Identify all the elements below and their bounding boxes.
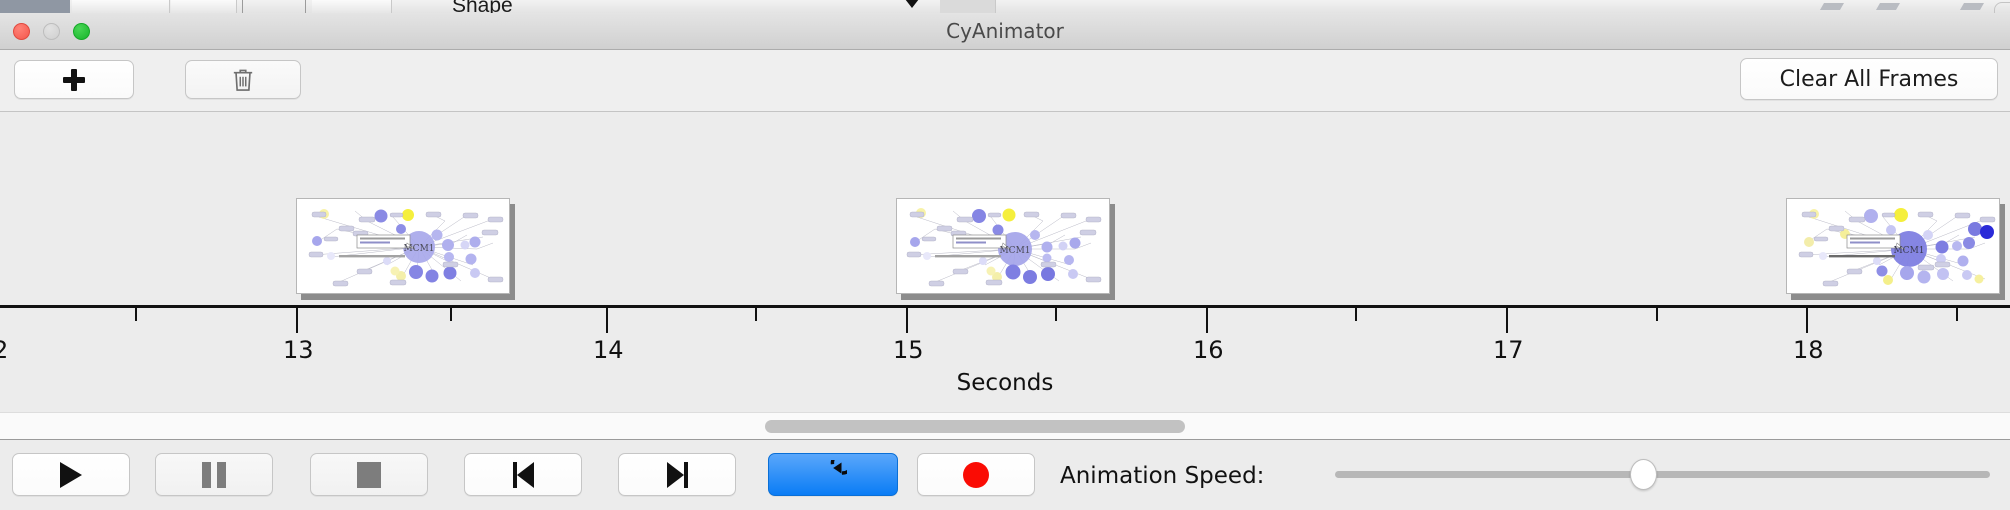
timeline-major-tick: [1206, 308, 1208, 333]
timeline-tick-label: 16: [1193, 336, 1224, 364]
network-thumbnail: MCM1: [296, 198, 510, 294]
timeline-tick-label: 2: [0, 336, 9, 364]
timeline-frame-thumbnail[interactable]: MCM1: [296, 198, 515, 300]
minimize-button[interactable]: [43, 23, 60, 40]
background-cell: [940, 0, 996, 13]
record-button[interactable]: [917, 453, 1035, 496]
timeline-minor-tick: [1055, 308, 1057, 321]
skip-to-start-button[interactable]: [464, 453, 582, 496]
timeline-major-tick: [606, 308, 608, 333]
slider-thumb[interactable]: [1630, 459, 1657, 490]
timeline-tick-label: 17: [1493, 336, 1524, 364]
background-arrow-icon: [1875, 3, 1901, 10]
timeline-axis-title: Seconds: [956, 370, 1054, 396]
animation-speed-slider[interactable]: [1335, 453, 1990, 496]
background-rounded-panel: [1994, 2, 2010, 13]
animation-speed-label: Animation Speed:: [1060, 463, 1265, 489]
maximize-button[interactable]: [73, 23, 90, 40]
timeline-minor-tick: [135, 308, 137, 321]
loop-toggle-button[interactable]: [768, 453, 898, 496]
network-thumbnail: MCM1: [896, 198, 1110, 294]
play-button[interactable]: [12, 453, 130, 496]
close-button[interactable]: [13, 23, 30, 40]
timeline-tick-label: 14: [593, 336, 624, 364]
playback-toolbar: Animation Speed:: [0, 441, 2010, 510]
timeline-minor-tick: [1656, 308, 1658, 321]
stop-button[interactable]: [310, 453, 428, 496]
timeline-frame-thumbnail[interactable]: MCM1: [1786, 198, 2005, 300]
skip-forward-icon: [666, 461, 688, 488]
timeline-tick-label: 18: [1793, 336, 1824, 364]
background-arrow-icon: [1819, 3, 1845, 10]
background-cell: [171, 0, 237, 13]
timeline-minor-tick: [450, 308, 452, 321]
clear-all-frames-label: Clear All Frames: [1779, 66, 1959, 92]
toolbar: Clear All Frames: [0, 50, 2010, 112]
timeline-major-tick: [1806, 308, 1808, 333]
background-shape-label: Shape: [452, 0, 513, 13]
background-caret-icon: [905, 0, 919, 8]
add-frame-button[interactable]: [14, 60, 134, 99]
skip-back-icon: [512, 461, 534, 488]
pause-button[interactable]: [155, 453, 273, 496]
delete-frame-button[interactable]: [185, 60, 301, 99]
background-selected-cell: [0, 0, 70, 13]
timeline-minor-tick: [1355, 308, 1357, 321]
scrollbar-thumb[interactable]: [765, 420, 1185, 433]
timeline-frame-thumbnail[interactable]: MCM1: [896, 198, 1115, 300]
play-icon: [60, 461, 82, 488]
svg-text:MCM1: MCM1: [999, 246, 1030, 256]
loop-icon: [830, 459, 847, 475]
trash-icon: [233, 69, 253, 91]
timeline-horizontal-scrollbar[interactable]: [0, 412, 2010, 440]
svg-text:MCM1: MCM1: [403, 244, 434, 254]
network-graph-icon: MCM1: [308, 209, 504, 287]
skip-to-end-button[interactable]: [618, 453, 736, 496]
timeline-axis: [0, 305, 2010, 308]
timeline-minor-tick: [1956, 308, 1958, 321]
svg-text:MCM1: MCM1: [1893, 246, 1924, 256]
timeline-major-tick: [1506, 308, 1508, 333]
background-cell: [312, 0, 392, 13]
background-divider: [305, 0, 306, 13]
background-cell: [72, 0, 170, 13]
timeline-minor-tick: [755, 308, 757, 321]
timeline-major-tick: [296, 308, 298, 333]
background-arrow-icon: [1959, 3, 1985, 10]
pause-icon: [202, 461, 226, 488]
title-bar: CyAnimator: [0, 13, 2010, 50]
timeline-panel[interactable]: 2 13 14 15 16 17 18 Seconds: [0, 112, 2010, 412]
timeline-tick-label: 13: [283, 336, 314, 364]
background-window-strip: Shape: [0, 0, 2010, 13]
network-graph-icon: MCM1: [906, 208, 1102, 287]
network-thumbnail: MCM1: [1786, 198, 2000, 294]
timeline-major-tick: [906, 308, 908, 333]
window-title: CyAnimator: [946, 19, 1064, 43]
record-icon: [963, 461, 989, 488]
stop-icon: [357, 461, 381, 488]
clear-all-frames-button[interactable]: Clear All Frames: [1740, 58, 1998, 100]
network-graph-icon: MCM1: [1798, 208, 1996, 287]
slider-track[interactable]: [1335, 471, 1990, 478]
timeline-tick-label: 15: [893, 336, 924, 364]
background-divider: [242, 0, 243, 13]
plus-icon: [63, 68, 85, 91]
